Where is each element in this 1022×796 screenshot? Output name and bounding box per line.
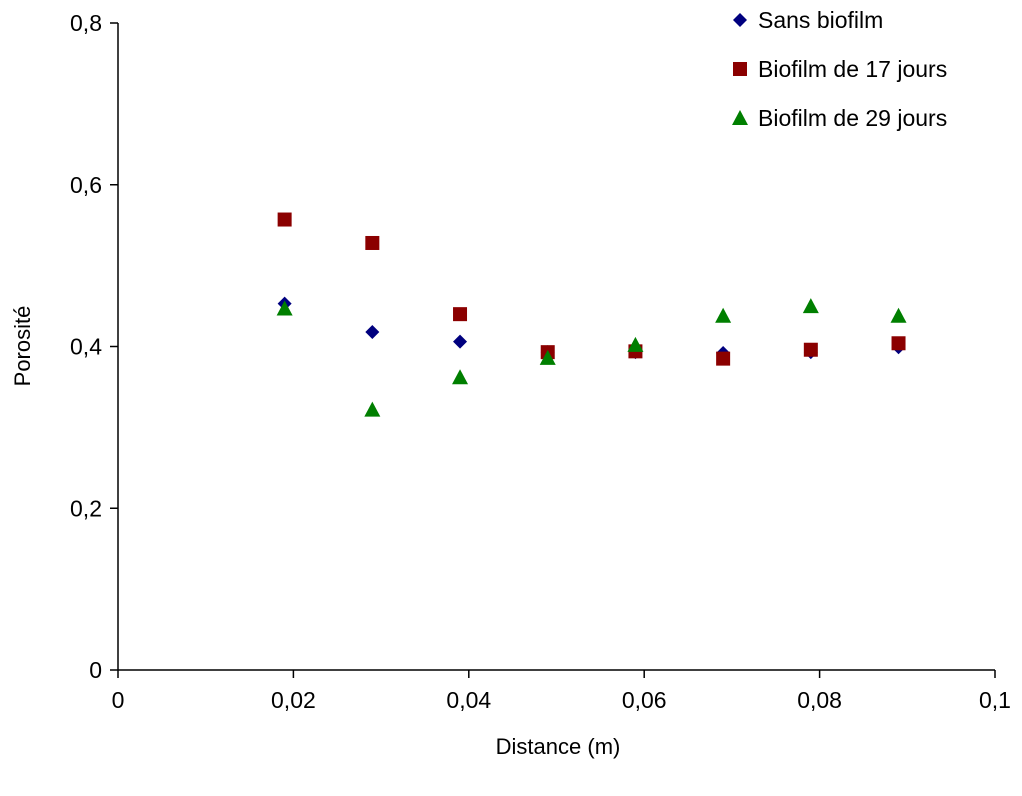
square-point <box>365 236 379 250</box>
y-tick-label: 0 <box>89 657 102 683</box>
legend-triangle-icon <box>732 110 748 125</box>
triangle-point <box>891 308 907 323</box>
legend-square-icon <box>733 62 747 76</box>
legend-label: Sans biofilm <box>758 7 883 33</box>
legend-entry: Biofilm de 17 jours <box>733 56 947 82</box>
x-tick-label: 0,08 <box>797 687 842 713</box>
legend-entry: Sans biofilm <box>733 7 883 33</box>
square-point <box>804 343 818 357</box>
legend-entry: Biofilm de 29 jours <box>732 105 947 131</box>
x-axis-title: Distance (m) <box>496 734 621 759</box>
legend-label: Biofilm de 29 jours <box>758 105 947 131</box>
square-point <box>716 352 730 366</box>
square-point <box>453 307 467 321</box>
legend: Sans biofilm Biofilm de 17 jours Biofilm d… <box>732 7 947 131</box>
triangle-point <box>803 298 819 313</box>
triangle-point <box>364 402 380 417</box>
square-point <box>278 213 292 227</box>
legend-diamond-icon <box>733 13 747 27</box>
triangle-point <box>715 308 731 323</box>
data-points <box>277 213 907 417</box>
square-point <box>892 336 906 350</box>
diamond-point <box>453 335 467 349</box>
series-2 <box>278 213 906 366</box>
y-tick-label: 0,4 <box>70 334 102 360</box>
triangle-point <box>452 369 468 384</box>
y-tick-label: 0,6 <box>70 172 102 198</box>
diamond-point <box>365 325 379 339</box>
y-axis-title: Porosité <box>10 306 35 387</box>
x-tick-label: 0 <box>112 687 125 713</box>
x-tick-label: 0,04 <box>446 687 491 713</box>
x-tick-label: 0,06 <box>622 687 667 713</box>
y-tick-label: 0,8 <box>70 10 102 36</box>
x-tick-label: 0,02 <box>271 687 316 713</box>
x-tick-label: 0,1 <box>979 687 1011 713</box>
legend-label: Biofilm de 17 jours <box>758 56 947 82</box>
y-tick-label: 0,2 <box>70 495 102 521</box>
